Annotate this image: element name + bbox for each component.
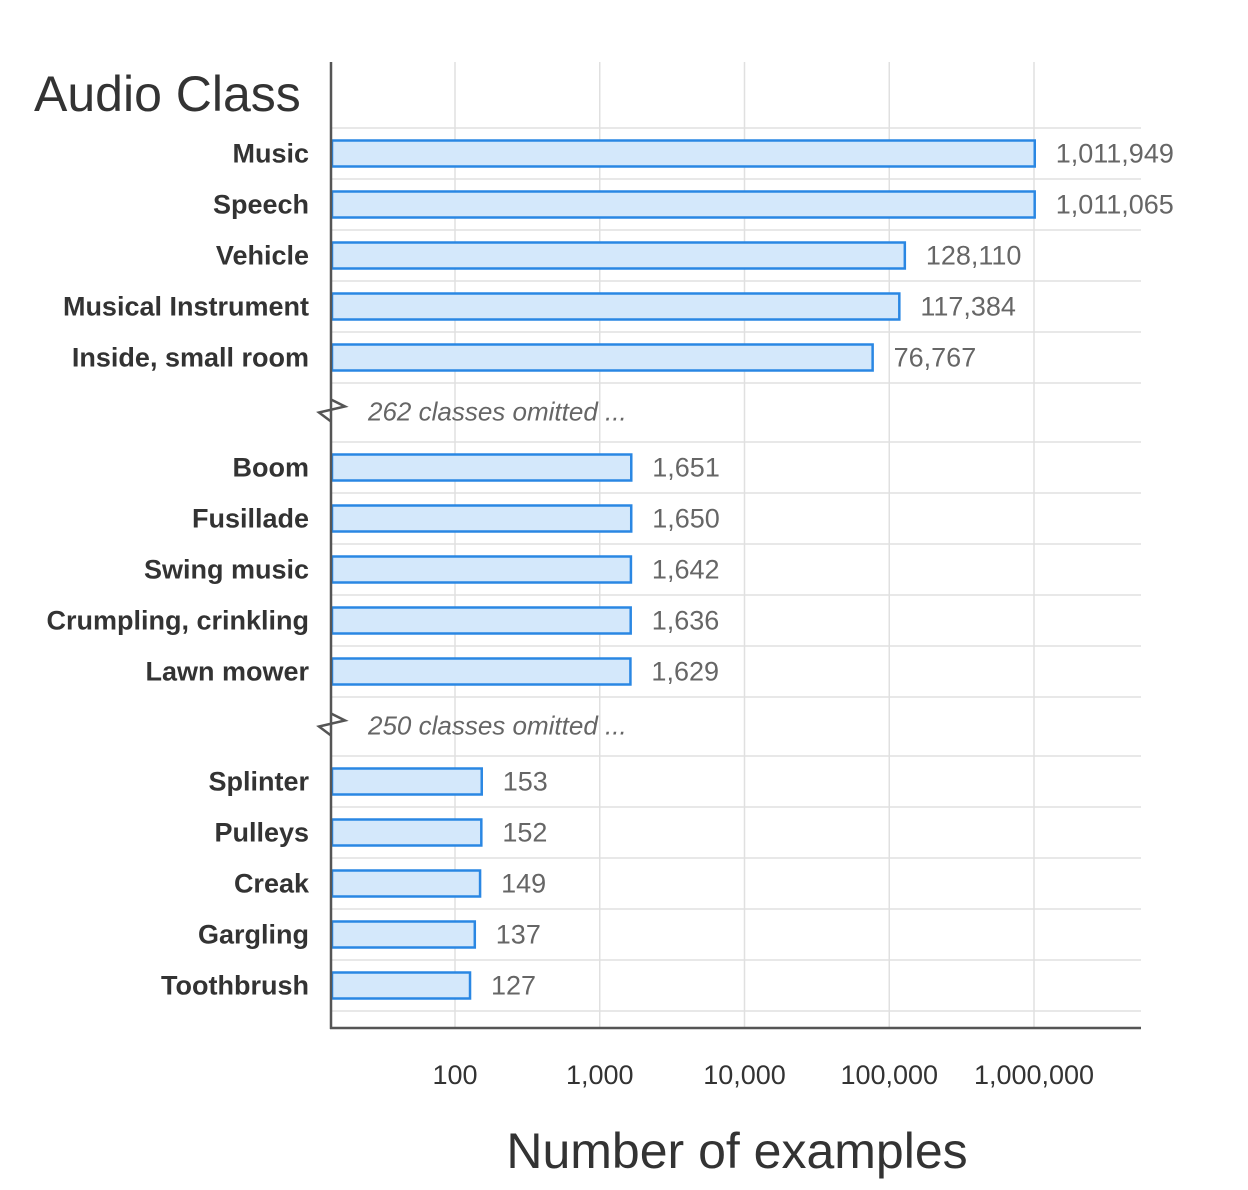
category-label: Lawn mower (145, 657, 309, 687)
bar (330, 292, 901, 321)
bar (330, 920, 477, 949)
value-label: 1,650 (652, 504, 720, 534)
category-label: Swing music (144, 555, 309, 585)
bar (330, 818, 483, 847)
grid-layer (331, 62, 1141, 1028)
axis-layer (316, 62, 1141, 1030)
category-label: Toothbrush (161, 971, 309, 1001)
category-label: Inside, small room (72, 343, 309, 373)
category-label: Pulleys (214, 818, 309, 848)
x-tick-label: 10,000 (703, 1060, 786, 1090)
labels-layer: 100 1,000 10,000 100,000 1,000,000 Music 1,011… (46, 139, 1173, 1091)
value-label: 153 (503, 767, 548, 797)
value-label: 149 (501, 869, 546, 899)
x-axis-title: Number of examples (506, 1123, 967, 1179)
bar (330, 555, 633, 584)
category-label: Speech (213, 190, 309, 220)
category-label: Boom (233, 453, 310, 483)
value-label: 128,110 (926, 241, 1022, 271)
category-label: Creak (234, 869, 310, 899)
bar (330, 453, 633, 482)
value-label: 152 (502, 818, 547, 848)
value-label: 1,636 (652, 606, 720, 636)
x-tick-label: 1,000 (566, 1060, 634, 1090)
omitted-classes-note: 250 classes omitted ... (367, 711, 627, 741)
bar (330, 767, 483, 796)
category-label: Vehicle (216, 241, 309, 271)
value-label: 137 (496, 920, 541, 950)
bar (330, 241, 907, 270)
value-label: 1,651 (652, 453, 720, 483)
value-label: 1,011,065 (1056, 190, 1174, 220)
bar (330, 190, 1036, 219)
x-tick-label: 100,000 (840, 1060, 938, 1090)
bar (330, 657, 632, 686)
x-tick-label: 1,000,000 (974, 1060, 1094, 1090)
bar (330, 606, 632, 635)
value-label: 117,384 (920, 292, 1016, 322)
category-label: Splinter (208, 767, 309, 797)
value-label: 127 (491, 971, 536, 1001)
category-label: Crumpling, crinkling (46, 606, 309, 636)
bar (330, 971, 472, 1000)
category-label: Music (232, 139, 309, 169)
chart-title: Audio Class (34, 66, 301, 122)
value-label: 1,642 (652, 555, 720, 585)
category-label: Musical Instrument (63, 292, 309, 322)
bar (330, 504, 633, 533)
value-label: 1,011,949 (1056, 139, 1174, 169)
value-label: 1,629 (651, 657, 719, 687)
bars-layer (330, 139, 1036, 1000)
category-label: Fusillade (192, 504, 309, 534)
bar (330, 343, 874, 372)
category-label: Gargling (198, 920, 309, 950)
omitted-classes-note: 262 classes omitted ... (367, 397, 627, 427)
bar (330, 869, 482, 898)
x-tick-label: 100 (432, 1060, 477, 1090)
bar (330, 139, 1036, 168)
value-label: 76,767 (894, 343, 977, 373)
